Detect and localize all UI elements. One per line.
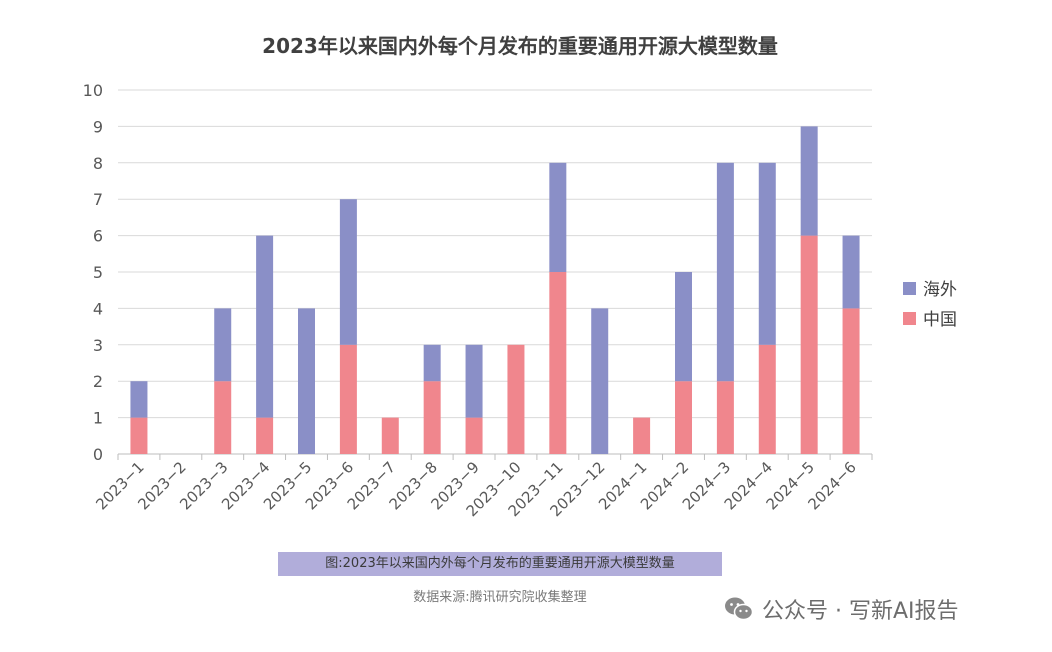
bar-segment: [214, 381, 232, 454]
bar-segment: [465, 344, 483, 418]
bar-segment: [716, 381, 734, 454]
bar-segment: [591, 308, 609, 454]
bar-segment: [256, 235, 274, 418]
bar-segment: [423, 381, 441, 454]
legend-swatch: [903, 282, 916, 295]
y-tick-label: 10: [83, 81, 103, 100]
bar-segment: [507, 344, 525, 454]
bar-segment: [842, 235, 860, 309]
legend-swatch: [903, 312, 916, 325]
bar-segment: [130, 381, 148, 418]
y-tick-label: 0: [93, 445, 103, 464]
bar-segment: [758, 162, 776, 345]
bar-segment: [549, 272, 567, 454]
legend-label: 中国: [923, 310, 957, 330]
figure-caption: 图:2023年以来国内外每个月发布的重要通用开源大模型数量: [278, 552, 722, 576]
bar-segment: [423, 344, 441, 382]
y-tick-label: 2: [93, 372, 103, 391]
bar-segment: [256, 417, 274, 454]
bar-segment: [675, 272, 692, 382]
wechat-watermark: 公众号 · 写新AI报告: [724, 592, 959, 626]
y-tick-label: 5: [93, 263, 103, 282]
y-tick-label: 9: [93, 117, 103, 136]
bar-segment: [130, 417, 148, 454]
bar-segment: [758, 344, 776, 454]
y-tick-label: 4: [93, 299, 103, 318]
data-source: 数据来源:腾讯研究院收集整理: [413, 590, 587, 605]
watermark-account: 写新AI报告: [848, 599, 959, 624]
y-tick-label: 6: [93, 227, 103, 246]
bar-segment: [214, 308, 232, 382]
bar-segment: [339, 344, 357, 454]
chart-title: 2023年以来国内外每个月发布的重要通用开源大模型数量: [262, 34, 778, 58]
bar-segment: [633, 417, 651, 454]
y-tick-label: 8: [93, 154, 103, 173]
bar-segment: [549, 162, 567, 272]
watermark-prefix: 公众号 ·: [762, 599, 849, 624]
bar-segment: [675, 381, 692, 454]
bar-segment: [800, 235, 818, 454]
bar-segment: [800, 126, 818, 236]
y-tick-label: 3: [93, 336, 103, 355]
bar-segment: [381, 417, 399, 454]
bar-segment: [716, 162, 734, 382]
bar-segment: [842, 308, 860, 454]
y-tick-label: 1: [93, 409, 103, 428]
bar-segment: [298, 308, 315, 454]
wechat-icon: [725, 597, 754, 621]
y-tick-label: 7: [93, 190, 103, 209]
bar-segment: [465, 417, 483, 454]
bar-segment: [339, 199, 357, 345]
legend-label: 海外: [923, 280, 957, 300]
